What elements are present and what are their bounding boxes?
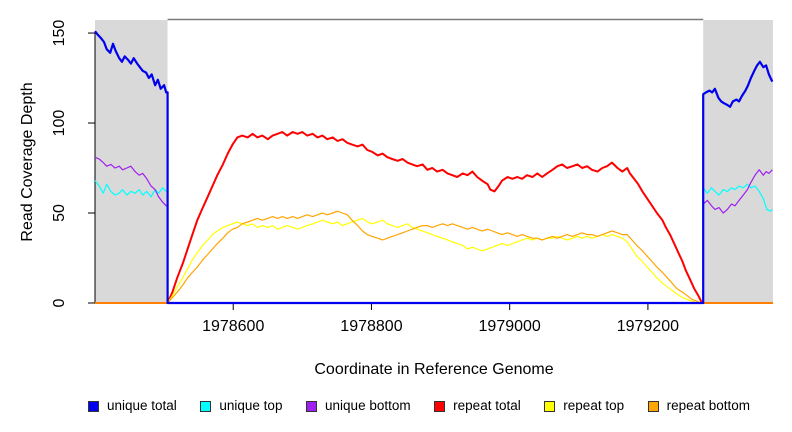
y-tick-label: 150 (51, 20, 68, 47)
legend-item-repeat-top: repeat top (544, 399, 624, 413)
y-tick-label: 50 (51, 204, 68, 222)
x-tick-label: 1979000 (479, 318, 541, 335)
legend-item-unique-top: unique top (200, 399, 282, 413)
legend-label: repeat top (563, 398, 625, 413)
legend-swatch (647, 400, 659, 412)
legend-swatch (544, 400, 556, 412)
x-tick-label: 1979200 (617, 318, 679, 335)
legend-item-repeat-total: repeat total (434, 399, 521, 413)
legend: unique total unique top unique bottom re… (88, 397, 750, 415)
legend-label: unique bottom (325, 398, 411, 413)
legend-label: unique top (219, 398, 283, 413)
y-tick-label: 100 (51, 110, 68, 137)
legend-swatch (434, 400, 446, 412)
series-unique-top (94, 180, 773, 304)
legend-swatch (200, 400, 212, 412)
legend-swatch (88, 400, 99, 412)
x-tick-label: 1978600 (202, 318, 264, 335)
legend-label: repeat bottom (666, 398, 750, 413)
y-tick-label: 0 (51, 298, 68, 307)
legend-swatch (306, 400, 318, 412)
y-axis-title: Read Coverage Depth (19, 82, 36, 242)
legend-label: repeat total (453, 398, 521, 413)
shaded-flank-region (95, 20, 168, 303)
legend-item-unique-bottom: unique bottom (306, 399, 411, 413)
x-axis-title: Coordinate in Reference Genome (314, 361, 554, 378)
series-unique-total (94, 30, 774, 305)
series-repeat-bottom (95, 210, 773, 304)
legend-item-unique-total: unique total (88, 399, 177, 413)
legend-item-repeat-bottom: repeat bottom (647, 398, 750, 413)
shaded-flank-region (703, 20, 773, 303)
series-repeat-top (95, 217, 773, 304)
series-repeat-total (95, 131, 773, 304)
legend-label: unique total (107, 398, 177, 413)
x-tick-label: 1978800 (340, 318, 402, 335)
